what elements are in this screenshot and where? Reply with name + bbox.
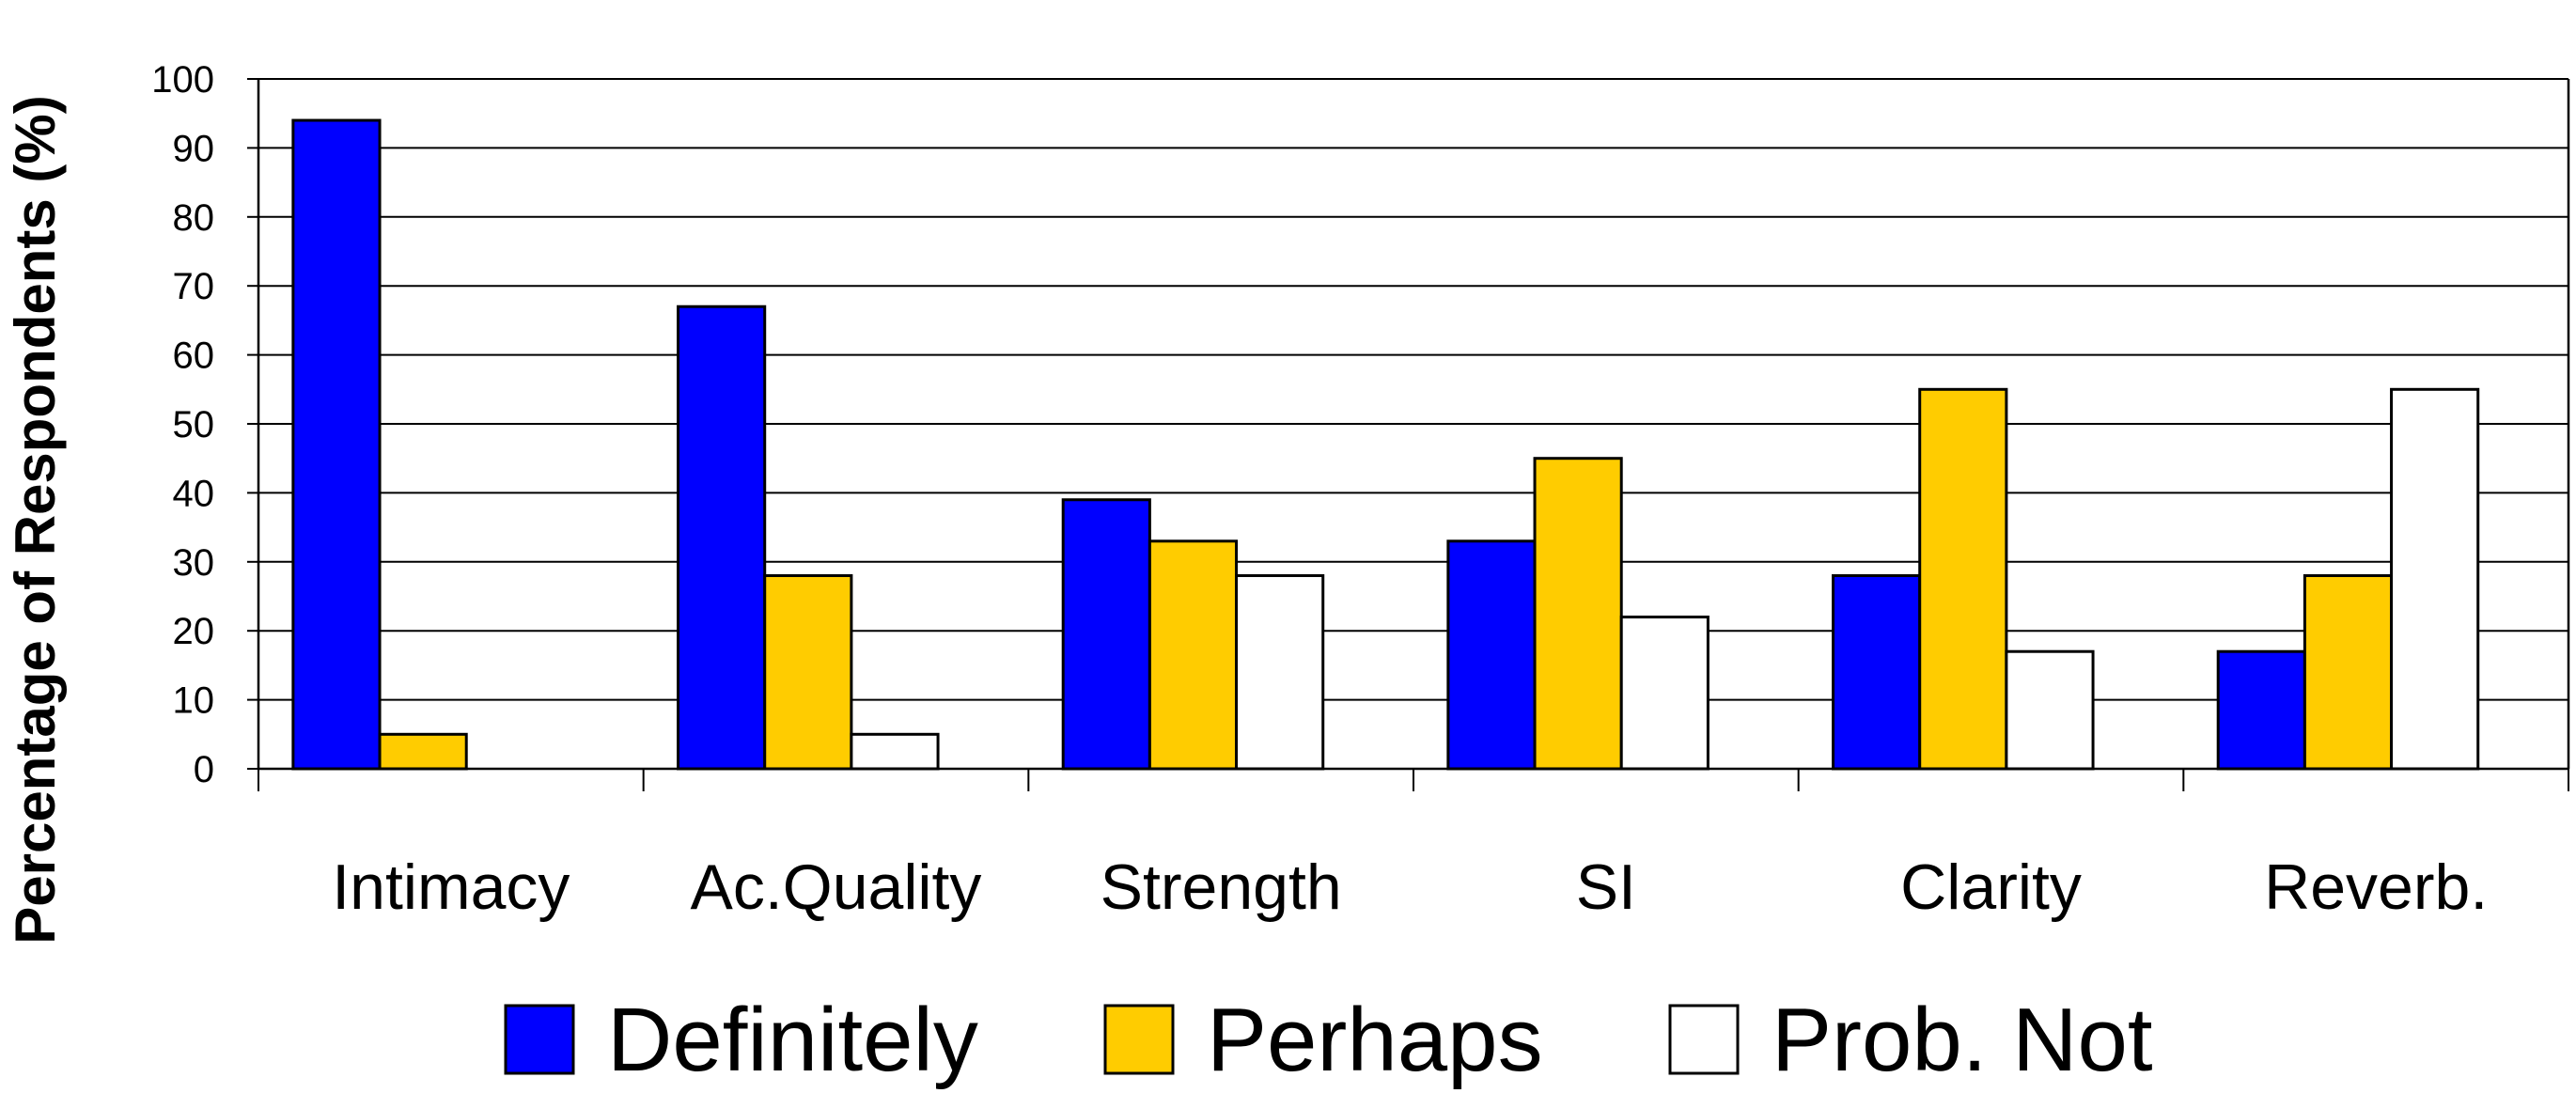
y-tick-label: 10 xyxy=(173,680,215,722)
legend-swatch xyxy=(504,1004,575,1075)
legend: Definitely Perhaps Prob. Not xyxy=(504,990,2153,1090)
bar xyxy=(2390,387,2480,771)
bar xyxy=(1446,539,1537,771)
bar xyxy=(1235,573,1325,771)
bar xyxy=(1061,498,1151,771)
x-category-label: SI xyxy=(1576,851,1636,923)
legend-item: Prob. Not xyxy=(1668,990,2153,1090)
bar xyxy=(850,732,940,771)
x-category-label: Clarity xyxy=(1900,851,2082,923)
x-category-label: Ac.Quality xyxy=(691,851,982,923)
bar xyxy=(677,305,767,771)
bar xyxy=(1832,573,1922,771)
x-category-labels: Intimacy Ac.Quality Strength SI Clarity Rever… xyxy=(332,851,2488,923)
legend-item: Definitely xyxy=(504,990,978,1090)
y-tick-label: 100 xyxy=(151,59,214,101)
legend-label: Definitely xyxy=(607,990,978,1090)
bar xyxy=(763,573,853,771)
bar xyxy=(1533,457,1623,771)
legend-item: Perhaps xyxy=(1103,990,1543,1090)
bar xyxy=(1147,539,1239,771)
bar xyxy=(2216,649,2306,771)
bar xyxy=(291,118,382,771)
y-tick-label: 0 xyxy=(194,749,214,790)
y-tick-label: 30 xyxy=(173,542,215,584)
x-category-label: Reverb. xyxy=(2264,851,2488,923)
legend-swatch xyxy=(1103,1004,1175,1075)
y-tick-label: 40 xyxy=(173,473,215,514)
bar xyxy=(2303,573,2394,771)
bar xyxy=(1918,387,2008,771)
y-tick-label: 70 xyxy=(173,266,215,307)
y-axis-title: Percentage of Respondents (%) xyxy=(4,95,67,945)
y-tick-labels: 0 10 20 30 40 50 60 70 80 90 100 xyxy=(151,59,214,790)
legend-swatch xyxy=(1668,1004,1740,1075)
y-tick-label: 60 xyxy=(173,336,215,377)
y-tick-label: 80 xyxy=(173,197,215,239)
y-tick-label: 50 xyxy=(173,404,215,445)
bar xyxy=(1619,616,1710,771)
x-category-label: Strength xyxy=(1101,851,1342,923)
bar xyxy=(2005,649,2095,771)
x-category-label: Intimacy xyxy=(332,851,570,923)
legend-label: Perhaps xyxy=(1207,990,1543,1090)
y-tick-label: 90 xyxy=(173,128,215,169)
bar xyxy=(378,732,468,771)
y-tick-label: 20 xyxy=(173,611,215,652)
gridlines xyxy=(258,78,2568,701)
axes xyxy=(247,78,2570,791)
legend-label: Prob. Not xyxy=(1772,990,2153,1090)
